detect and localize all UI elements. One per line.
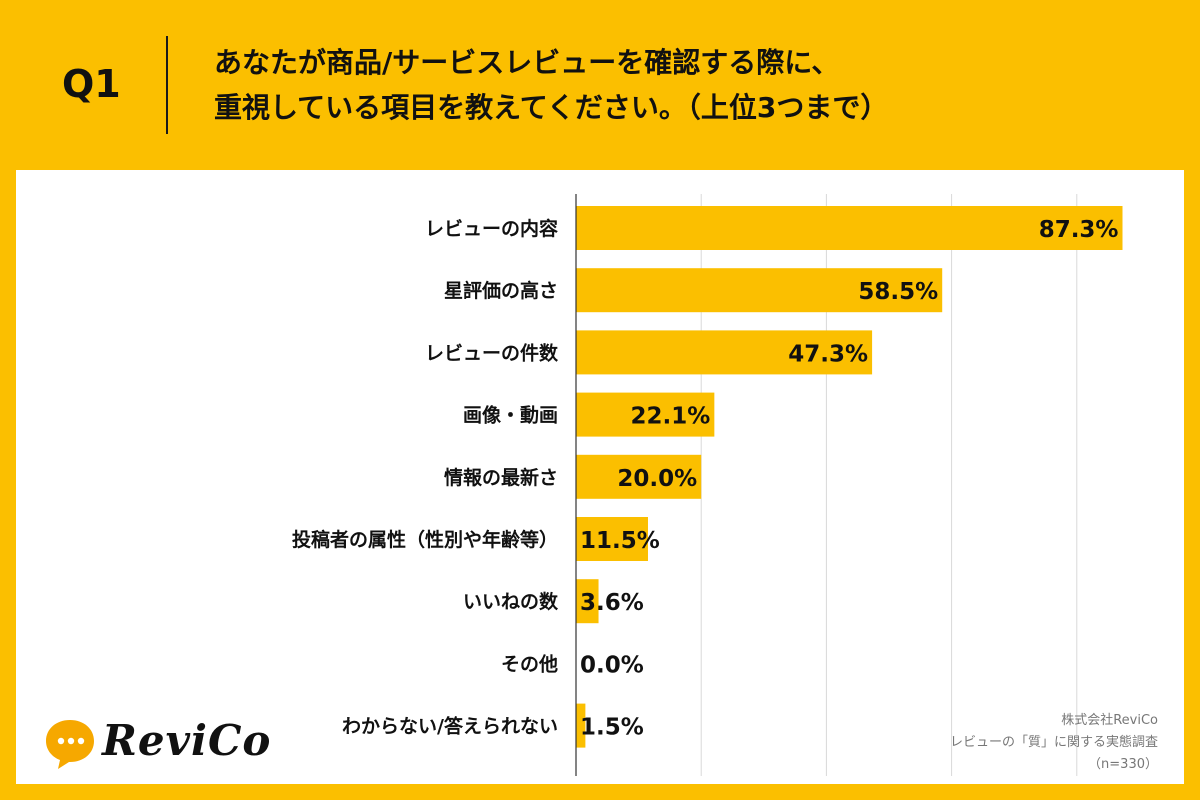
bar (576, 206, 1123, 250)
bar (576, 579, 599, 624)
chart-panel: レビューの内容 87.3% 星評価の高さ 58.5% レビューの件数 47.3% 画像・動画… (16, 170, 1184, 784)
category-label: 星評価の高さ (444, 279, 558, 302)
question-line-2: 重視している項目を教えてください。（上位3つまで） (214, 91, 889, 124)
source-company: 株式会社ReviCo (1061, 713, 1158, 728)
value-label: 87.3% (1039, 217, 1119, 243)
category-label: 投稿者の属性（性別や年齢等） (292, 528, 558, 551)
bar-chart: レビューの内容 87.3% 星評価の高さ 58.5% レビューの件数 47.3% 画像・動画… (292, 194, 1123, 776)
value-label: 0.0% (580, 652, 644, 678)
category-label: いいねの数 (463, 590, 559, 613)
revico-logo: ReviCo (42, 708, 270, 778)
category-label: レビューの内容 (425, 217, 558, 240)
bar (576, 703, 586, 748)
question-text: あなたが商品/サービスレビューを確認する際に、 重視している項目を教えてください… (214, 40, 1174, 130)
bar (576, 392, 715, 437)
value-label: 1.5% (580, 715, 644, 741)
bar (576, 330, 873, 375)
header: Q1 あなたが商品/サービスレビューを確認する際に、 重視している項目を教えてく… (0, 0, 1200, 170)
category-label: わからない/答えられない (342, 715, 558, 738)
value-label: 58.5% (858, 279, 938, 305)
speech-bubble-icon (46, 720, 94, 769)
header-divider (166, 36, 168, 134)
bar (576, 517, 648, 561)
question-line-1: あなたが商品/サービスレビューを確認する際に、 (214, 46, 840, 79)
category-label: その他 (501, 652, 558, 675)
value-label: 3.6% (580, 590, 644, 616)
bar (576, 454, 702, 499)
value-label: 11.5% (580, 528, 660, 554)
source-sample: （n=330） (1088, 757, 1158, 772)
category-label: 画像・動画 (463, 404, 558, 427)
category-label: 情報の最新さ (444, 466, 558, 489)
value-label: 47.3% (788, 341, 868, 367)
bar (576, 268, 943, 313)
question-id: Q1 (62, 62, 121, 106)
source-note: 株式会社ReviCo レビューの「質」に関する実態調査 （n=330） (950, 710, 1158, 776)
value-label: 20.0% (617, 466, 697, 492)
source-survey: レビューの「質」に関する実態調査 (949, 735, 1158, 750)
value-label: 22.1% (631, 404, 711, 430)
category-label: レビューの件数 (425, 341, 559, 364)
logo-text: ReviCo (102, 716, 272, 765)
